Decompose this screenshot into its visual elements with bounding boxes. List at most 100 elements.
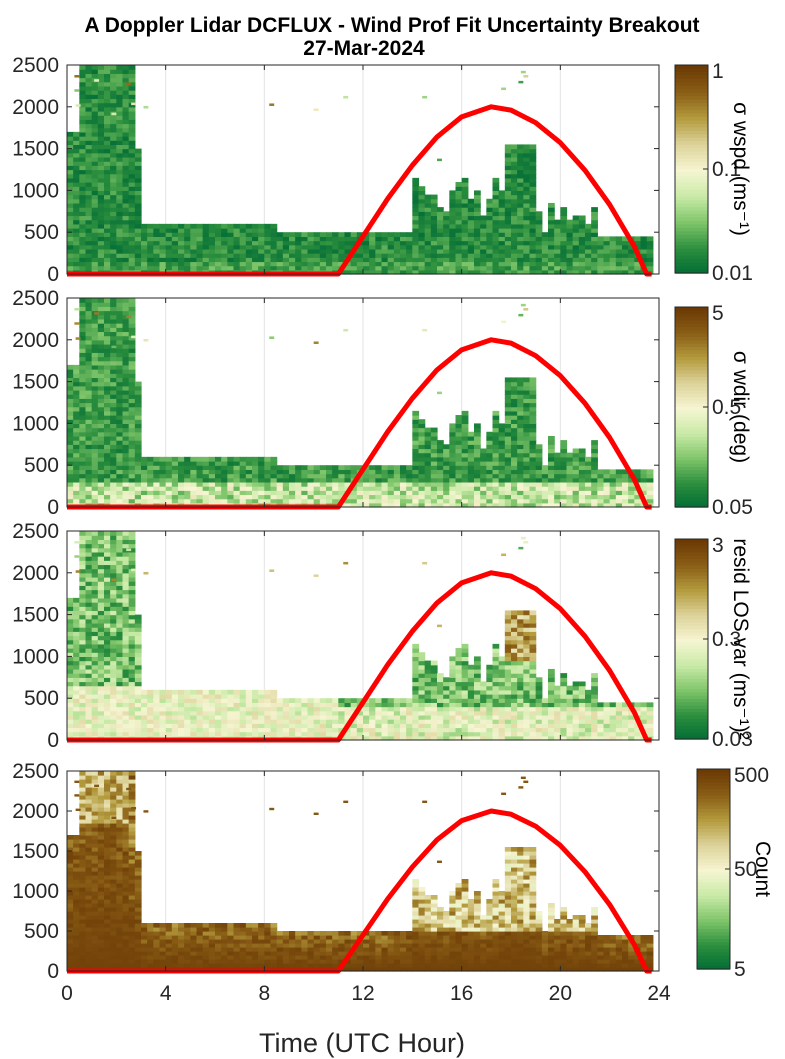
colorbar-swatch	[675, 103, 708, 108]
heatmap-cell	[529, 248, 537, 254]
heatmap-cell	[412, 502, 420, 508]
heatmap-cell	[104, 228, 111, 233]
heatmap-cell	[467, 431, 475, 437]
heatmap-cell	[79, 314, 87, 320]
heatmap-cell	[110, 306, 117, 312]
heatmap-cell	[356, 477, 364, 483]
heatmap-cell	[110, 456, 117, 462]
heatmap-cell	[104, 694, 111, 699]
overlay-curve	[67, 337, 652, 510]
heatmap-cell	[504, 398, 512, 404]
heatmap-cell	[67, 627, 74, 632]
heatmap-cell	[97, 689, 105, 695]
heatmap-cell	[74, 308, 80, 311]
heatmap-cell	[184, 477, 191, 483]
heatmap-cell	[467, 469, 475, 475]
heatmap-cell	[178, 456, 185, 462]
heatmap-cell	[529, 194, 537, 200]
heatmap-cell	[498, 202, 506, 208]
heatmap-cell	[110, 339, 117, 345]
heatmap-cell	[116, 77, 124, 83]
heatmap-cell	[227, 253, 235, 258]
heatmap-cell	[501, 87, 507, 91]
heatmap-cell	[535, 444, 543, 450]
heatmap-cell	[97, 123, 105, 129]
heatmap-cell	[85, 156, 93, 162]
heatmap-cell	[104, 398, 111, 404]
heatmap-cell	[67, 618, 74, 624]
heatmap-cell	[208, 244, 216, 250]
heatmap-cell	[430, 673, 438, 678]
heatmap-cell	[412, 702, 420, 708]
heatmap-cell	[73, 165, 80, 171]
heatmap-cell	[467, 714, 475, 720]
heatmap-cell	[97, 435, 105, 441]
heatmap-cell	[369, 232, 376, 237]
heatmap-cell	[79, 498, 87, 504]
heatmap-cell	[529, 215, 537, 221]
heatmap-cell	[110, 627, 117, 632]
heatmap-cell	[67, 148, 74, 154]
heatmap-cell	[165, 228, 173, 233]
heatmap-cell	[79, 602, 87, 607]
heatmap-cell	[511, 456, 518, 462]
heatmap-cell	[332, 714, 339, 720]
heatmap-cell	[104, 689, 111, 695]
heatmap-cell	[406, 710, 413, 716]
heatmap-cell	[504, 461, 512, 466]
heatmap-cell	[116, 219, 124, 225]
heatmap-cell	[85, 198, 93, 204]
heatmap-cell	[412, 444, 420, 450]
heatmap-cell	[609, 236, 617, 242]
heatmap-cell	[307, 261, 315, 267]
heatmap-cell	[548, 461, 555, 466]
heatmap-cell	[504, 431, 512, 437]
heatmap-cell	[245, 498, 253, 504]
heatmap-cell	[295, 498, 302, 504]
heatmap-cell	[548, 502, 555, 508]
heatmap-cell	[282, 486, 290, 491]
heatmap-cell	[85, 631, 93, 637]
heatmap-cell	[67, 431, 74, 437]
heatmap-cell	[406, 698, 413, 703]
heatmap-cell	[196, 248, 204, 254]
heatmap-cell	[122, 461, 130, 466]
heatmap-cell	[110, 539, 117, 545]
heatmap-cell	[387, 473, 395, 479]
heatmap-cell	[393, 465, 401, 470]
heatmap-cell	[104, 461, 111, 466]
heatmap-cell	[97, 427, 105, 433]
heatmap-cell	[116, 335, 124, 341]
heatmap-cell	[393, 719, 401, 724]
heatmap-cell	[585, 236, 592, 242]
heatmap-cell	[202, 232, 210, 237]
heatmap-cell	[116, 677, 124, 683]
colorbar-swatch	[675, 480, 708, 485]
heatmap-cell	[221, 261, 228, 267]
heatmap-cell	[184, 706, 191, 712]
heatmap-cell	[289, 698, 296, 703]
heatmap-cell	[467, 202, 475, 208]
heatmap-cell	[622, 494, 629, 500]
heatmap-cell	[566, 253, 574, 258]
heatmap-cell	[110, 543, 117, 549]
colorbar-swatch	[675, 96, 708, 101]
heatmap-cell	[85, 714, 93, 720]
heatmap-cell	[449, 269, 457, 275]
heatmap-cell	[622, 261, 629, 267]
heatmap-cell	[603, 498, 611, 504]
heatmap-cell	[104, 481, 111, 487]
heatmap-cell	[141, 232, 148, 237]
heatmap-cell	[498, 228, 506, 233]
heatmap-cell	[110, 140, 117, 146]
heatmap-cell	[134, 452, 142, 458]
heatmap-cell	[319, 473, 327, 479]
heatmap-cell	[517, 219, 524, 225]
heatmap-cell	[443, 719, 450, 724]
heatmap-cell	[91, 106, 99, 112]
colorbar-swatch	[675, 252, 708, 257]
heatmap-cell	[233, 702, 241, 708]
heatmap-cell	[178, 498, 185, 504]
heatmap-cell	[517, 215, 524, 221]
heatmap-cell	[628, 498, 635, 504]
